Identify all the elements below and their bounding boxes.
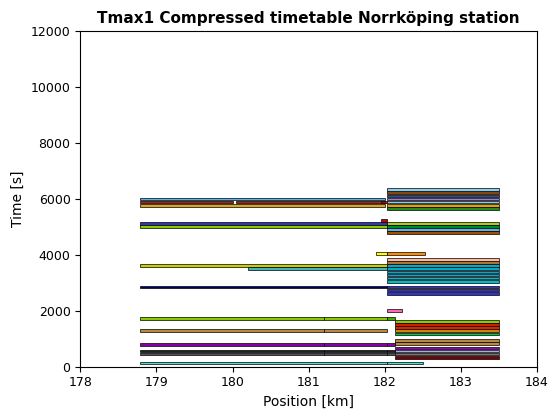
Bar bbox=[395, 342, 499, 345]
Bar bbox=[387, 362, 423, 365]
Bar bbox=[395, 329, 499, 332]
Bar bbox=[324, 349, 387, 352]
Bar bbox=[387, 207, 499, 210]
Bar bbox=[395, 353, 499, 355]
Bar bbox=[387, 309, 402, 312]
Bar bbox=[139, 349, 324, 352]
Bar bbox=[376, 252, 387, 255]
Bar bbox=[395, 333, 499, 335]
Bar bbox=[139, 201, 232, 204]
Bar bbox=[236, 201, 385, 204]
Bar bbox=[387, 280, 499, 283]
Bar bbox=[387, 198, 499, 200]
Bar bbox=[387, 252, 425, 255]
Bar bbox=[387, 268, 499, 270]
Bar bbox=[387, 194, 499, 197]
Bar bbox=[387, 353, 395, 355]
X-axis label: Position [km]: Position [km] bbox=[263, 395, 354, 409]
Bar bbox=[387, 258, 499, 261]
Bar bbox=[324, 317, 387, 320]
Bar bbox=[395, 326, 499, 329]
Bar bbox=[381, 219, 387, 222]
Bar bbox=[395, 320, 499, 323]
Bar bbox=[387, 270, 499, 273]
Bar bbox=[139, 204, 385, 207]
Bar bbox=[139, 353, 324, 355]
Bar bbox=[139, 329, 324, 332]
Bar bbox=[387, 273, 499, 276]
Bar bbox=[387, 189, 499, 191]
Bar bbox=[395, 323, 499, 326]
Bar bbox=[139, 286, 387, 289]
Bar bbox=[139, 264, 387, 267]
Bar bbox=[387, 225, 499, 228]
Bar bbox=[324, 353, 387, 355]
Bar bbox=[387, 317, 395, 320]
Bar bbox=[139, 362, 387, 365]
Bar bbox=[324, 344, 387, 346]
Bar bbox=[139, 317, 324, 320]
Y-axis label: Time [s]: Time [s] bbox=[11, 171, 25, 227]
Bar bbox=[139, 225, 387, 228]
Bar bbox=[387, 292, 499, 294]
Bar bbox=[395, 339, 499, 342]
Bar bbox=[387, 264, 499, 267]
Bar bbox=[387, 228, 499, 231]
Bar bbox=[381, 201, 387, 204]
Bar bbox=[324, 329, 387, 332]
Bar bbox=[387, 231, 499, 234]
Bar bbox=[139, 222, 387, 225]
Bar bbox=[387, 286, 499, 289]
Bar bbox=[387, 201, 499, 204]
Bar bbox=[139, 344, 324, 346]
Bar bbox=[395, 346, 499, 349]
Bar bbox=[395, 356, 499, 359]
Title: Tmax1 Compressed timetable Norrköping station: Tmax1 Compressed timetable Norrköping st… bbox=[97, 11, 520, 26]
Bar bbox=[387, 349, 395, 352]
Bar bbox=[387, 192, 499, 194]
Bar bbox=[387, 222, 499, 225]
Bar bbox=[387, 277, 499, 279]
Bar bbox=[387, 261, 499, 264]
Bar bbox=[139, 198, 385, 200]
Bar bbox=[395, 349, 499, 352]
Bar bbox=[387, 289, 499, 291]
Bar bbox=[387, 344, 395, 346]
Bar bbox=[387, 204, 499, 207]
Bar bbox=[248, 268, 387, 270]
